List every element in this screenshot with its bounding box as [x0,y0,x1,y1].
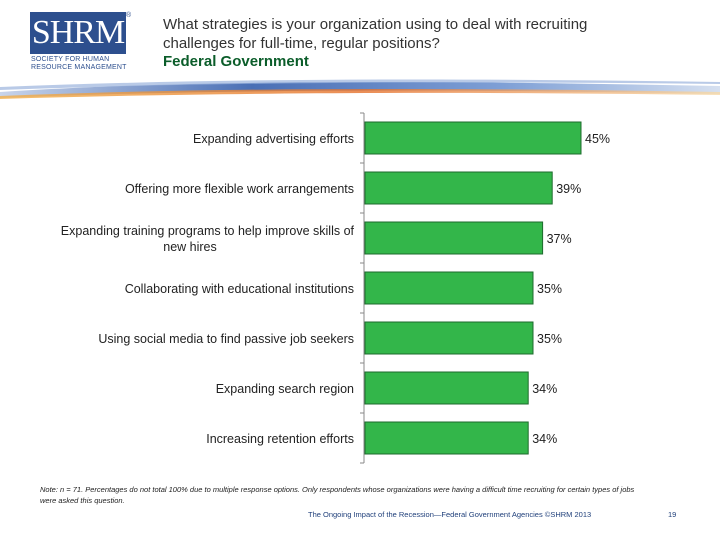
category-label-line: Collaborating with educational instituti… [125,282,354,296]
logo-wordmark: SHRM [30,12,126,54]
slide-title: What strategies is your organization usi… [163,16,588,52]
category-label: Expanding search region [216,382,354,396]
logo-subtitle-line-1: SOCIETY FOR HUMAN [31,56,110,63]
category-label: Offering more flexible work arrangements [125,182,354,196]
bar-chart: 45% Expanding advertising efforts 39% Offer… [61,112,610,464]
page-number: 19 [668,510,677,519]
bar [364,421,529,455]
category-label: Increasing retention efforts [206,432,354,446]
category-label-line: Expanding advertising efforts [193,132,354,146]
footer-text: The Ongoing Impact of the Recession—Fede… [308,510,592,519]
data-label: 35% [537,332,562,346]
data-label: 45% [585,132,610,146]
category-label-line: Increasing retention efforts [206,432,354,446]
shrm-logo: SHRM ® SOCIETY FOR HUMAN RESOURCE MANAGE… [30,12,132,76]
slide-subtitle: Federal Government [163,53,309,70]
data-label: 39% [556,182,581,196]
category-label-line: Using social media to find passive job s… [98,332,354,346]
bar [364,121,582,155]
category-label: Expanding training programs to help impr… [61,224,355,254]
category-label-line: Expanding training programs to help impr… [61,224,355,238]
category-label: Using social media to find passive job s… [98,332,354,346]
bar [364,321,534,355]
logo-registered-mark: ® [126,12,132,19]
data-label: 34% [532,432,557,446]
logo-subtitle: SOCIETY FOR HUMAN RESOURCE MANAGEMENT [31,56,131,72]
data-label: 34% [532,382,557,396]
data-label: 35% [537,282,562,296]
chart-note: Note: n = 71. Percentages do not total 1… [40,485,635,505]
logo-subtitle-line-2: RESOURCE MANAGEMENT [31,64,127,71]
category-label: Collaborating with educational instituti… [125,282,354,296]
category-label: Expanding advertising efforts [193,132,354,146]
bar [364,171,553,205]
category-label-line: new hires [163,240,217,254]
data-label: 37% [547,232,572,246]
header-banner-decoration [0,79,720,99]
bar [364,271,534,305]
bar [364,371,529,405]
category-label-line: Expanding search region [216,382,354,396]
bar [364,221,544,255]
category-label-line: Offering more flexible work arrangements [125,182,354,196]
